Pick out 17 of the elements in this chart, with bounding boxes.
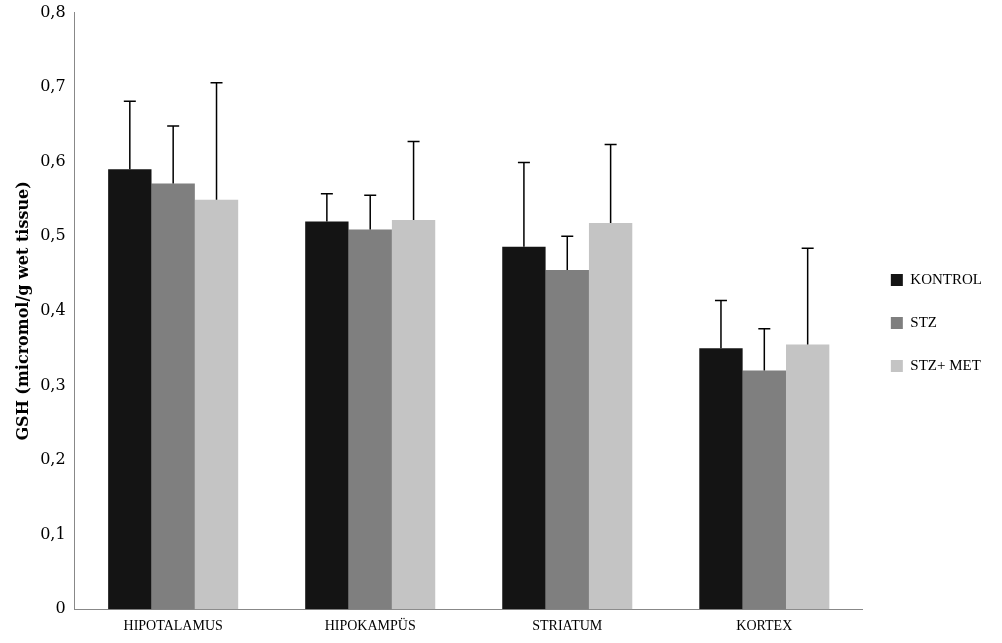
legend-label: KONTROL — [910, 270, 983, 287]
y-tick-label: 0,3 — [40, 374, 66, 394]
y-tick-label: 0,1 — [40, 523, 66, 543]
y-tick-label: 0,6 — [40, 150, 66, 170]
x-tick-label: HIPOTALAMUS — [123, 618, 223, 634]
legend-label: STZ+ MET — [910, 356, 981, 373]
x-tick-label: HIPOKAMPÜS — [324, 617, 416, 634]
y-tick-label: 0,2 — [40, 449, 66, 469]
legend-label: STZ — [910, 313, 938, 330]
y-axis-title: GSH (micromol/g wet tissue) — [12, 181, 32, 441]
y-tick-label: 0,5 — [40, 225, 66, 245]
x-tick-label: STRIATUM — [532, 618, 603, 634]
y-tick-label: 0,7 — [40, 76, 66, 96]
y-tick-label: 0,8 — [40, 1, 66, 21]
x-tick-label: KORTEX — [736, 618, 793, 634]
y-tick-label: 0,4 — [40, 300, 66, 320]
y-tick-label: 0 — [55, 598, 66, 618]
